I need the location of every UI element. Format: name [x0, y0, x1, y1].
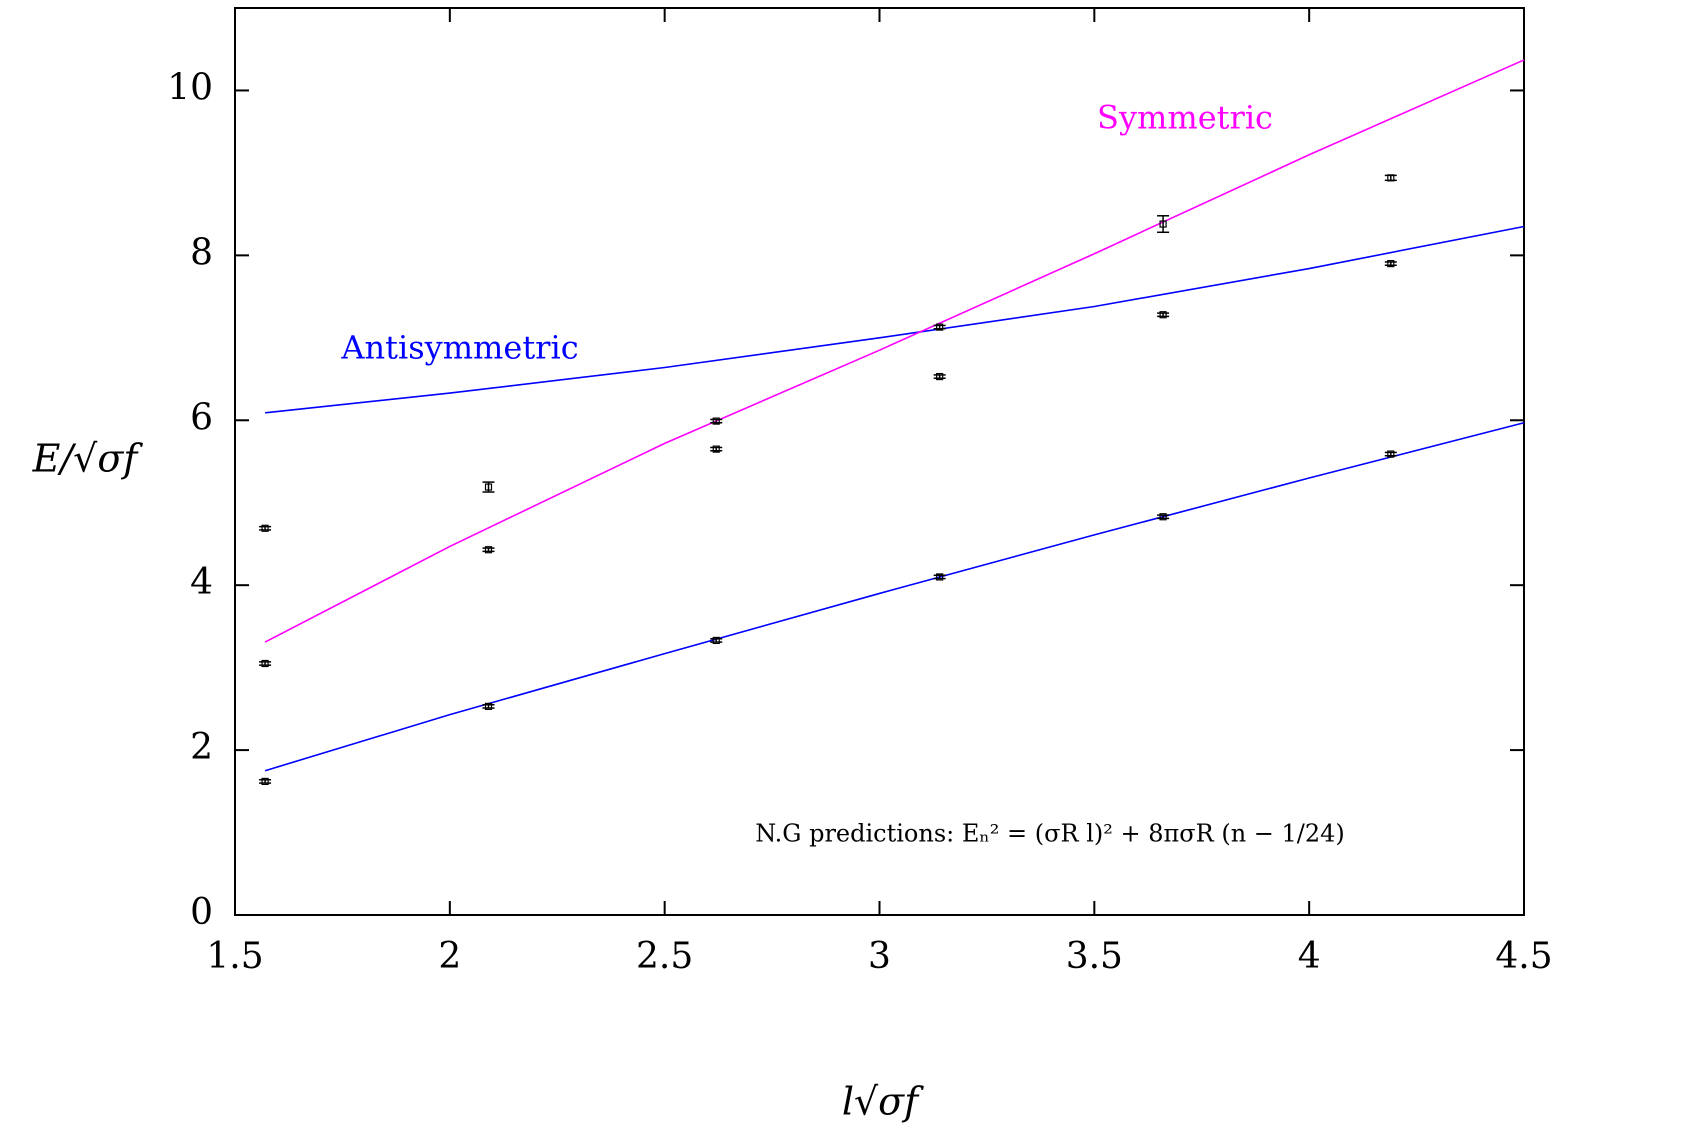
series-label: Symmetric [1097, 99, 1273, 137]
series-label: Antisymmetric [340, 329, 578, 367]
y-tick-label: 10 [167, 67, 213, 108]
data-point [261, 659, 269, 668]
data-point [1387, 174, 1395, 182]
data-point [712, 445, 720, 453]
data-point [484, 546, 493, 554]
x-tick-label: 2 [438, 936, 461, 977]
x-tick-label: 3.5 [1066, 936, 1123, 977]
data-point [936, 323, 944, 331]
data-point [484, 702, 493, 710]
plot-frame [234, 7, 1525, 916]
y-tick-label: 6 [190, 397, 213, 438]
data-point [1159, 220, 1167, 228]
data-point [1159, 311, 1167, 319]
x-tick-label: 4.5 [1495, 936, 1552, 977]
x-tick-label: 4 [1298, 936, 1321, 977]
y-tick-label: 2 [190, 727, 213, 768]
data-point [1159, 513, 1167, 521]
y-tick-label: 8 [190, 232, 213, 273]
data-point [261, 524, 269, 532]
y-tick-label: 4 [190, 562, 213, 603]
data-point [1387, 450, 1395, 458]
curve [264, 225, 1525, 414]
data-point [1387, 260, 1395, 268]
x-tick-label: 2.5 [636, 936, 693, 977]
curve [264, 59, 1525, 643]
data-point [936, 372, 944, 381]
annotation: N.G predictions: Eₙ² = (σR l)² + 8πσR (n… [755, 820, 1345, 848]
data-point [484, 483, 493, 491]
x-axis-label: l√σf [842, 1080, 924, 1124]
x-tick-label: 3 [868, 936, 891, 977]
x-tick-label: 1.5 [206, 936, 263, 977]
y-axis-label: E/√σf [32, 437, 144, 481]
data-point [936, 573, 944, 581]
data-point [712, 417, 720, 425]
data-point [261, 777, 269, 786]
data-point [712, 636, 720, 645]
curve [264, 421, 1525, 772]
y-tick-label: 0 [190, 892, 213, 933]
